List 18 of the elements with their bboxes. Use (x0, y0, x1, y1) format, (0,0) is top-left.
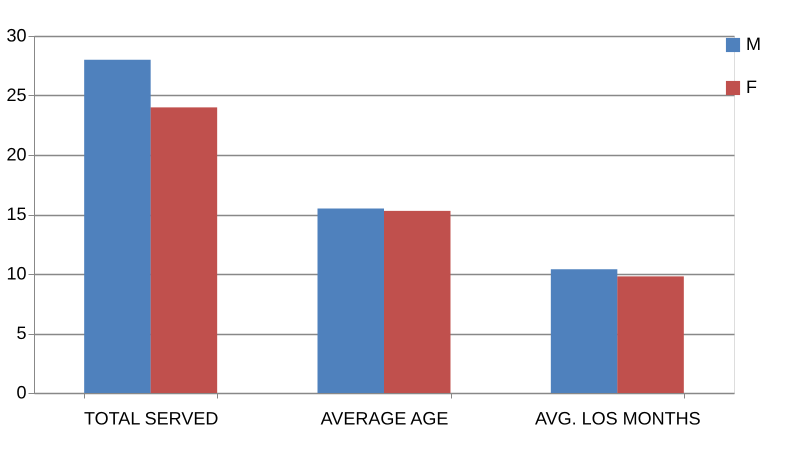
y-tick-label: 15 (6, 204, 26, 224)
x-tick-label: AVG. LOS MONTHS (534, 408, 701, 428)
bar (150, 107, 218, 393)
bar (384, 210, 450, 393)
y-tick-label: 20 (6, 144, 26, 164)
bar (617, 276, 684, 393)
y-tick-label: 25 (6, 85, 26, 105)
legend-label: M (746, 34, 761, 54)
y-tick-label: 5 (16, 323, 26, 343)
y-tick-label: 0 (16, 382, 26, 402)
y-tick-label: 10 (6, 264, 26, 284)
bar (84, 60, 151, 393)
legend-label: F (746, 77, 757, 97)
y-tick-label: 30 (6, 26, 26, 46)
bar (318, 208, 384, 393)
x-tick-label: AVERAGE AGE (320, 408, 448, 428)
bar (550, 269, 618, 393)
x-tick-label: TOTAL SERVED (84, 408, 218, 428)
